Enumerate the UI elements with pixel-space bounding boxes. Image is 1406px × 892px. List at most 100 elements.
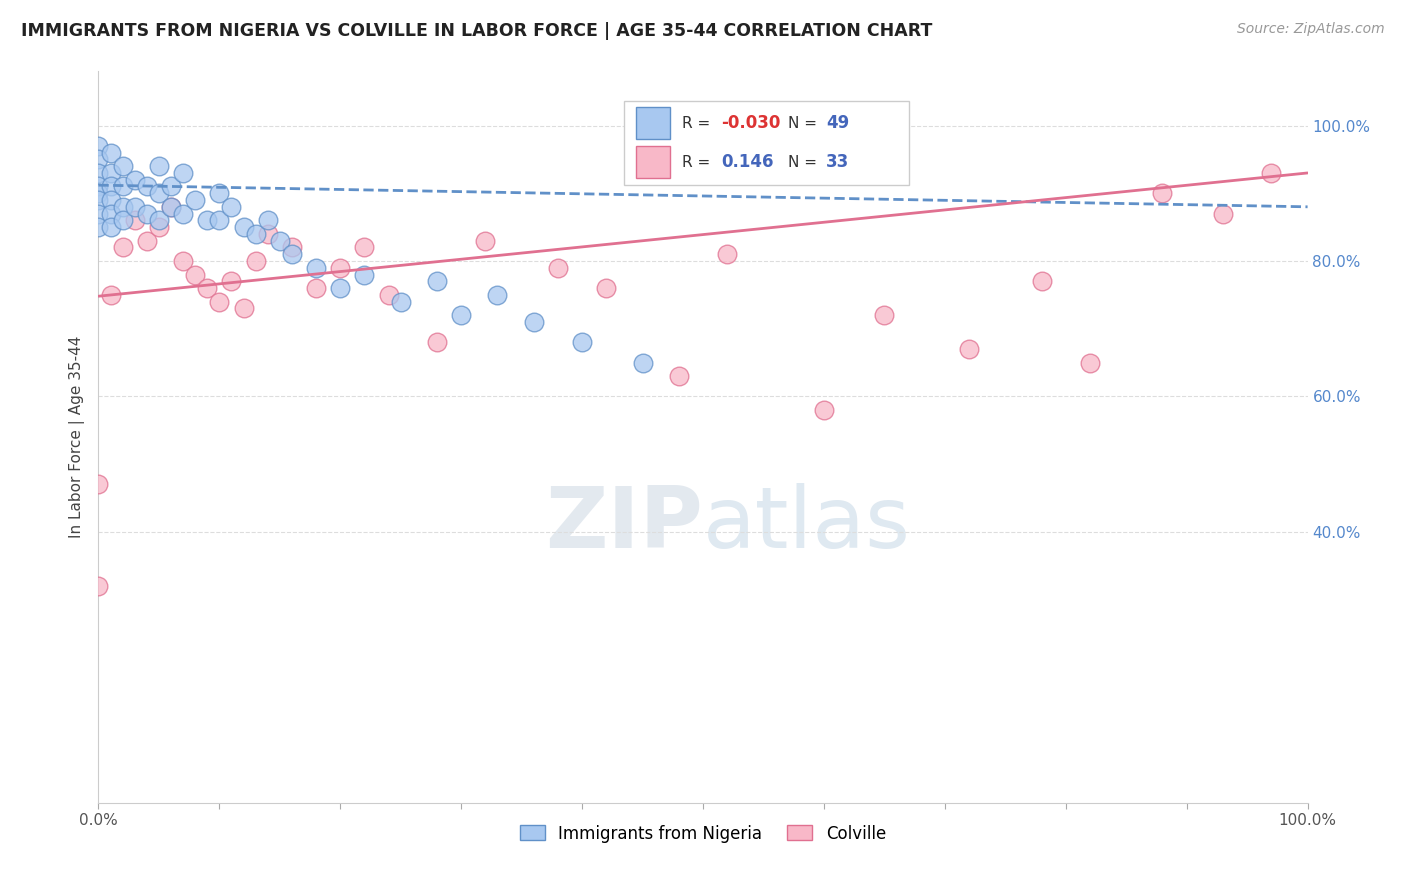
Point — [100, 145, 122, 160]
Text: atlas: atlas — [703, 483, 911, 566]
Point — [329, 260, 352, 275]
Point — [353, 268, 375, 282]
Text: N =: N = — [787, 116, 821, 131]
Point — [184, 268, 207, 282]
Text: R =: R = — [682, 116, 716, 131]
Point — [450, 308, 472, 322]
Point — [208, 186, 231, 201]
FancyBboxPatch shape — [624, 101, 908, 185]
Point — [148, 186, 170, 201]
Point — [160, 179, 183, 194]
Point — [389, 294, 412, 309]
Point — [305, 281, 328, 295]
Point — [873, 308, 896, 322]
Point — [111, 200, 134, 214]
Point — [523, 315, 546, 329]
Point — [148, 220, 170, 235]
Point — [256, 213, 278, 227]
Point — [135, 234, 157, 248]
Point — [135, 206, 157, 220]
Point — [957, 342, 980, 356]
FancyBboxPatch shape — [637, 107, 671, 139]
Point — [256, 227, 278, 241]
Text: Source: ZipAtlas.com: Source: ZipAtlas.com — [1237, 22, 1385, 37]
Point — [1152, 186, 1174, 201]
Legend: Immigrants from Nigeria, Colville: Immigrants from Nigeria, Colville — [513, 818, 893, 849]
Text: 33: 33 — [827, 153, 849, 171]
Point — [87, 579, 110, 593]
Point — [87, 220, 110, 235]
Point — [87, 139, 110, 153]
Point — [124, 172, 146, 186]
Point — [195, 213, 218, 227]
Point — [353, 240, 375, 254]
Text: R =: R = — [682, 154, 716, 169]
Point — [172, 206, 194, 220]
Point — [668, 369, 690, 384]
Point — [87, 186, 110, 201]
Point — [595, 281, 617, 295]
Point — [245, 227, 267, 241]
Point — [100, 179, 122, 194]
Point — [281, 247, 304, 261]
Point — [1212, 206, 1234, 220]
Point — [486, 288, 509, 302]
Point — [87, 206, 110, 220]
Point — [111, 179, 134, 194]
Text: N =: N = — [787, 154, 821, 169]
Point — [160, 200, 183, 214]
Point — [172, 166, 194, 180]
Text: -0.030: -0.030 — [721, 114, 780, 132]
Point — [426, 335, 449, 350]
Point — [124, 213, 146, 227]
Point — [474, 234, 496, 248]
Point — [135, 179, 157, 194]
Point — [111, 159, 134, 173]
Point — [172, 254, 194, 268]
Point — [716, 247, 738, 261]
Text: ZIP: ZIP — [546, 483, 703, 566]
Point — [111, 240, 134, 254]
Point — [100, 220, 122, 235]
Point — [87, 477, 110, 491]
Point — [195, 281, 218, 295]
Point — [631, 355, 654, 369]
Point — [232, 301, 254, 316]
Point — [184, 193, 207, 207]
Point — [1031, 274, 1053, 288]
Point — [100, 206, 122, 220]
Text: 0.146: 0.146 — [721, 153, 773, 171]
Point — [100, 166, 122, 180]
Point — [305, 260, 328, 275]
Point — [377, 288, 399, 302]
Point — [87, 153, 110, 167]
Point — [221, 274, 243, 288]
Point — [426, 274, 449, 288]
Point — [232, 220, 254, 235]
Point — [281, 240, 304, 254]
Point — [547, 260, 569, 275]
Point — [111, 213, 134, 227]
FancyBboxPatch shape — [637, 146, 671, 178]
Point — [269, 234, 291, 248]
Point — [571, 335, 593, 350]
Point — [100, 288, 122, 302]
Y-axis label: In Labor Force | Age 35-44: In Labor Force | Age 35-44 — [69, 336, 84, 538]
Point — [87, 166, 110, 180]
Point — [1078, 355, 1101, 369]
Point — [329, 281, 352, 295]
Point — [87, 193, 110, 207]
Point — [245, 254, 267, 268]
Point — [148, 159, 170, 173]
Point — [221, 200, 243, 214]
Point — [813, 403, 835, 417]
Text: 49: 49 — [827, 114, 849, 132]
Point — [208, 294, 231, 309]
Point — [208, 213, 231, 227]
Point — [148, 213, 170, 227]
Text: IMMIGRANTS FROM NIGERIA VS COLVILLE IN LABOR FORCE | AGE 35-44 CORRELATION CHART: IMMIGRANTS FROM NIGERIA VS COLVILLE IN L… — [21, 22, 932, 40]
Point — [124, 200, 146, 214]
Point — [87, 179, 110, 194]
Point — [100, 193, 122, 207]
Point — [1260, 166, 1282, 180]
